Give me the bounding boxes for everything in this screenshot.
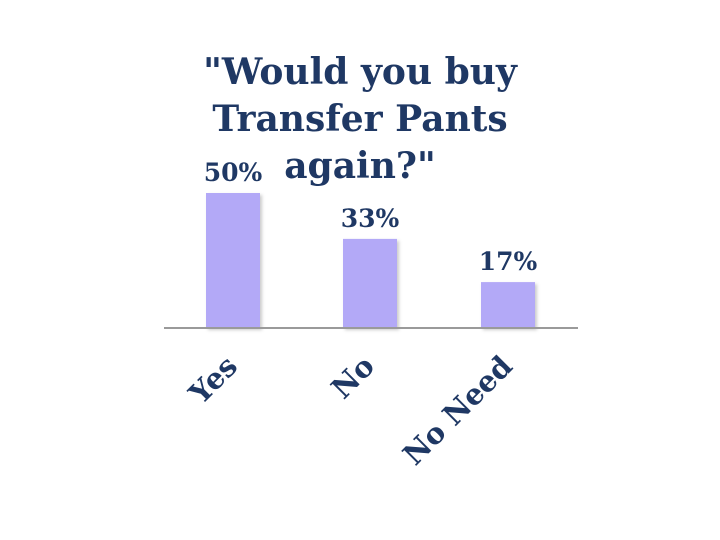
bars-layer bbox=[206, 193, 535, 328]
chart-title-line-3: again?" bbox=[284, 145, 436, 187]
category-label-no: No bbox=[324, 349, 380, 405]
bar-no-need bbox=[481, 282, 535, 328]
category-label-no-need: No Need bbox=[396, 349, 519, 472]
data-label-no-need: 17% bbox=[479, 247, 538, 276]
chart-title: "Would you buy Transfer Pants again?" bbox=[203, 51, 518, 187]
data-label-no: 33% bbox=[341, 204, 400, 233]
data-label-yes: 50% bbox=[204, 158, 263, 187]
chart-title-line-2: Transfer Pants bbox=[212, 98, 507, 140]
bar-yes bbox=[206, 193, 260, 328]
bar-no bbox=[343, 238, 397, 328]
category-label-yes: Yes bbox=[182, 349, 244, 411]
chart-title-line-1: "Would you buy bbox=[203, 51, 518, 93]
